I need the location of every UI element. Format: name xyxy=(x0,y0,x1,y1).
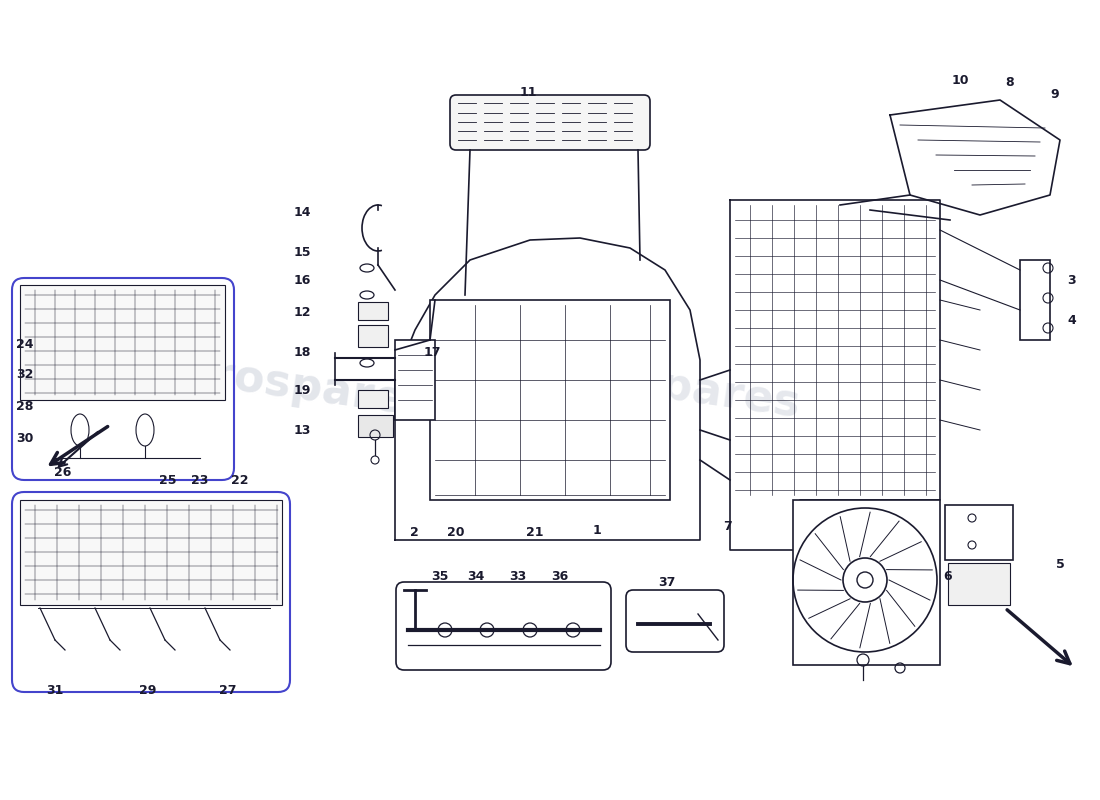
Text: 7: 7 xyxy=(724,521,733,534)
Bar xyxy=(20,500,282,605)
Text: 11: 11 xyxy=(519,86,537,98)
Bar xyxy=(430,300,670,500)
Text: 23: 23 xyxy=(191,474,209,486)
Text: 32: 32 xyxy=(16,369,34,382)
Bar xyxy=(793,500,940,665)
Text: 1: 1 xyxy=(593,523,602,537)
Bar xyxy=(358,415,393,437)
Text: 22: 22 xyxy=(231,474,249,486)
Text: 13: 13 xyxy=(294,423,310,437)
Text: 27: 27 xyxy=(219,683,236,697)
Bar xyxy=(20,285,226,400)
Text: 3: 3 xyxy=(1068,274,1076,286)
Bar xyxy=(358,302,388,320)
Text: 29: 29 xyxy=(140,683,156,697)
Bar xyxy=(1020,260,1050,340)
Text: 16: 16 xyxy=(294,274,310,286)
Text: 26: 26 xyxy=(54,466,72,478)
Text: 9: 9 xyxy=(1050,89,1059,102)
Bar xyxy=(358,390,388,408)
Text: 24: 24 xyxy=(16,338,34,351)
Text: 8: 8 xyxy=(1005,77,1014,90)
Text: 36: 36 xyxy=(551,570,569,582)
Bar xyxy=(395,340,434,420)
FancyBboxPatch shape xyxy=(450,95,650,150)
Text: 28: 28 xyxy=(16,401,34,414)
Text: 5: 5 xyxy=(1056,558,1065,571)
Text: 6: 6 xyxy=(944,570,953,583)
Text: 33: 33 xyxy=(509,570,527,582)
Text: 20: 20 xyxy=(448,526,464,539)
Text: 31: 31 xyxy=(46,683,64,697)
Text: 19: 19 xyxy=(294,383,310,397)
Bar xyxy=(948,563,1010,605)
Bar xyxy=(945,505,1013,560)
Text: 2: 2 xyxy=(409,526,418,539)
Text: 4: 4 xyxy=(1068,314,1077,326)
Text: eurospares: eurospares xyxy=(147,344,432,426)
Text: 21: 21 xyxy=(526,526,543,539)
Text: 25: 25 xyxy=(160,474,177,486)
Text: 15: 15 xyxy=(294,246,310,258)
Bar xyxy=(358,325,388,347)
Text: 14: 14 xyxy=(294,206,310,218)
Text: 18: 18 xyxy=(294,346,310,358)
Text: 34: 34 xyxy=(468,570,485,582)
Text: 12: 12 xyxy=(294,306,310,318)
Text: 30: 30 xyxy=(16,431,34,445)
Text: 17: 17 xyxy=(424,346,441,359)
Text: 37: 37 xyxy=(658,577,675,590)
Text: eurospares: eurospares xyxy=(518,344,802,426)
Text: 10: 10 xyxy=(952,74,969,86)
Text: 35: 35 xyxy=(431,570,449,582)
